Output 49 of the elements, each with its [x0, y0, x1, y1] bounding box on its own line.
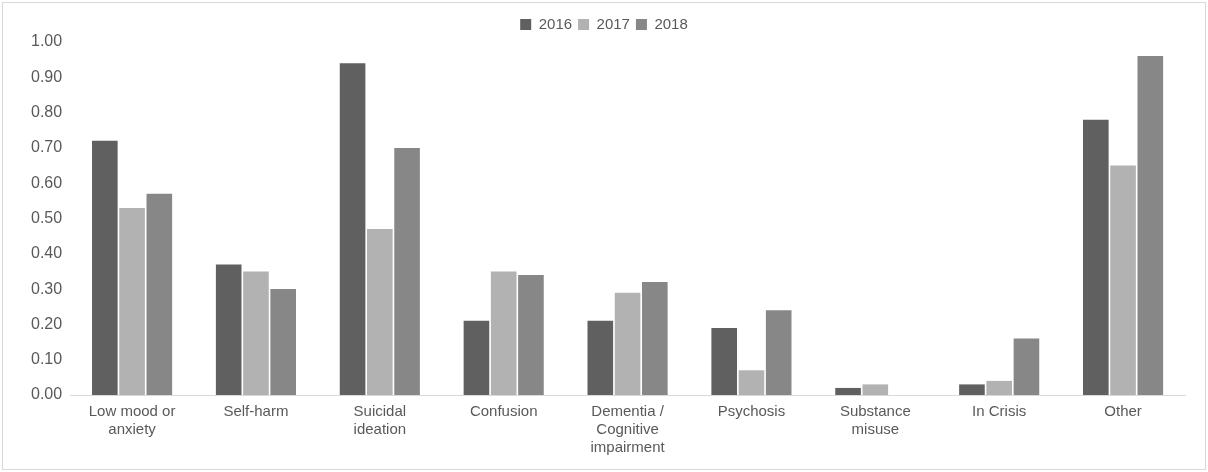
- x-tick-label: Self-harm: [223, 402, 289, 420]
- y-tick-label: 0.70: [31, 138, 63, 156]
- bar: [243, 271, 269, 395]
- x-tick-label: Low mood or anxiety: [88, 402, 176, 438]
- legend-label: 2017: [596, 14, 630, 32]
- bar: [862, 384, 889, 395]
- y-tick-label: 0.00: [31, 385, 63, 403]
- bar: [463, 320, 490, 395]
- bar: [270, 289, 297, 395]
- bar: [119, 207, 145, 395]
- bar: [1110, 165, 1136, 395]
- bar: [1137, 56, 1164, 395]
- bar: [642, 282, 668, 395]
- y-tick-label: 0.40: [31, 244, 63, 262]
- bar: [587, 320, 614, 395]
- bar: [1083, 119, 1109, 395]
- bar: [835, 387, 861, 395]
- x-tick-label: Psychosis: [717, 402, 786, 420]
- x-tick-label: Other: [1104, 402, 1142, 420]
- bar: [518, 274, 544, 395]
- bar: [490, 271, 517, 395]
- y-tick-label: 0.80: [31, 103, 63, 121]
- legend-label: 2016: [538, 14, 573, 32]
- bar: [765, 310, 792, 395]
- y-tick-label: 0.10: [31, 350, 63, 368]
- legend-label: 2018: [654, 14, 688, 32]
- x-tick-label: Suicidal ideation: [353, 402, 407, 438]
- x-tick-label: Confusion: [469, 402, 538, 420]
- bar: [92, 140, 118, 395]
- bar: [215, 264, 242, 395]
- bar: [959, 384, 985, 395]
- y-tick-label: 0.30: [31, 279, 63, 297]
- bar: [339, 63, 366, 395]
- y-tick-label: 0.20: [31, 314, 63, 332]
- bar: [1013, 338, 1040, 395]
- bar: [614, 292, 641, 395]
- y-tick-label: 0.50: [31, 208, 63, 226]
- x-tick-label: Dementia / Cognitive impairment: [590, 402, 666, 456]
- bar: [738, 370, 765, 395]
- bar: [146, 193, 173, 395]
- y-tick-label: 0.90: [31, 67, 63, 85]
- x-tick-label: In Crisis: [972, 402, 1027, 420]
- bar: [367, 229, 393, 395]
- bar: [394, 147, 420, 395]
- x-tick-label: Substance misuse: [839, 402, 911, 438]
- bar: [711, 327, 737, 395]
- y-tick-label: 1.00: [31, 32, 63, 50]
- y-tick-label: 0.60: [31, 173, 63, 191]
- bar: [986, 380, 1012, 395]
